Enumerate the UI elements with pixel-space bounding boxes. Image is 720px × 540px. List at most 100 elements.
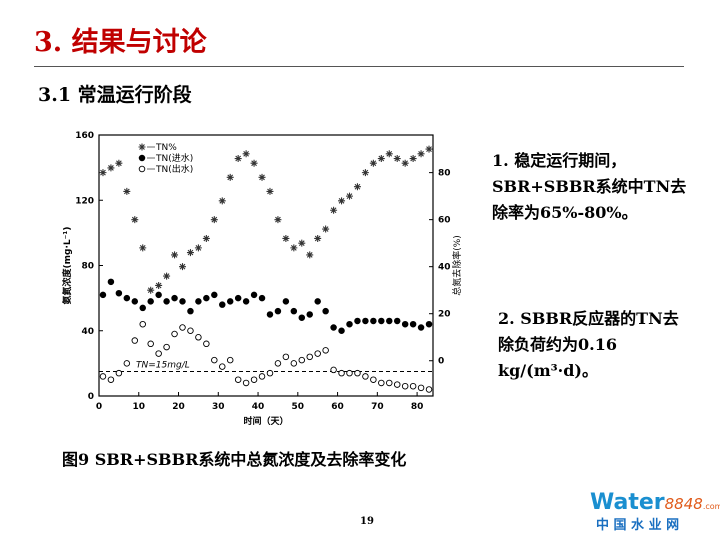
star-marker: [147, 286, 155, 294]
circle-marker: [298, 356, 306, 364]
y2-axis-label: 总氮去除率(%): [451, 235, 463, 296]
circle-marker: [139, 320, 146, 328]
star-marker: [179, 263, 186, 271]
circle-marker: [99, 291, 107, 299]
circle-marker: [195, 334, 202, 341]
circle-marker: [179, 298, 186, 305]
star-marker: [234, 155, 242, 163]
circle-marker: [401, 320, 409, 328]
circle-marker: [409, 382, 417, 390]
circle-marker: [250, 376, 258, 383]
circle-marker: [123, 294, 131, 302]
circle-marker: [123, 360, 131, 367]
legend-label: TN(出水): [155, 163, 193, 175]
logo-domain: .com: [702, 502, 720, 511]
circle-marker: [338, 369, 345, 377]
star-marker: [226, 173, 234, 181]
star-marker: [361, 169, 369, 177]
star-marker: [322, 225, 330, 233]
x-tick-label: 80: [411, 402, 424, 412]
circle-marker: [362, 373, 369, 380]
note: 2. SBBR反应器的TN去除负荷约为0.16 kg/(m³·d)。: [498, 309, 679, 380]
circle-marker: [115, 289, 123, 297]
circle-marker: [338, 327, 345, 334]
circle-marker: [203, 340, 210, 348]
circle-marker: [211, 356, 218, 364]
circle-marker: [155, 291, 162, 299]
x-tick-label: 50: [292, 402, 305, 412]
star-marker: [346, 192, 353, 200]
circle-marker: [417, 324, 425, 331]
annotation: TN=15mg/L: [136, 361, 190, 371]
star-marker: [99, 169, 107, 177]
x-tick-label: 70: [371, 402, 384, 412]
circle-marker: [219, 363, 226, 370]
star-marker: [250, 159, 258, 167]
star-marker: [202, 234, 210, 242]
circle-marker: [417, 384, 425, 392]
circle-marker: [242, 298, 250, 305]
circle-marker: [171, 330, 178, 338]
star-marker: [131, 216, 139, 224]
circle-marker: [139, 304, 146, 312]
star-marker: [242, 150, 250, 158]
circle-marker: [346, 369, 353, 377]
circle-marker: [147, 340, 154, 348]
y2-tick-label: 0: [438, 357, 444, 367]
star-marker: [163, 272, 171, 280]
circle-marker: [330, 324, 337, 331]
star-marker: [290, 244, 298, 252]
circle-marker: [330, 366, 337, 374]
star-marker: [353, 183, 361, 191]
circle-marker: [346, 320, 353, 328]
circle-marker: [163, 298, 170, 305]
y2-tick-label: 20: [438, 310, 451, 320]
circle-marker: [163, 343, 170, 351]
circle-marker: [187, 307, 194, 315]
legend-label: TN%: [155, 143, 177, 153]
star-marker: [393, 155, 401, 163]
circle-marker: [258, 294, 266, 302]
circle-marker: [274, 360, 282, 367]
star-marker: [298, 239, 306, 247]
circle-marker: [266, 369, 274, 377]
circle-marker: [274, 307, 282, 315]
circle-marker: [195, 298, 202, 305]
y-tick-label: 0: [88, 392, 94, 402]
circle-marker: [393, 317, 401, 325]
star-marker: [218, 197, 226, 205]
circle-marker: [147, 298, 154, 305]
circle-marker: [266, 311, 274, 318]
circle-marker: [314, 350, 321, 357]
circle-marker: [250, 291, 258, 299]
circle-marker: [131, 298, 139, 305]
star-marker: [314, 234, 322, 242]
circle-marker: [378, 317, 385, 325]
circle-marker: [258, 373, 266, 380]
circle-marker: [393, 381, 401, 388]
star-marker: [282, 234, 290, 242]
circle-marker: [298, 314, 306, 321]
star-marker: [115, 159, 123, 167]
star-marker: [138, 143, 146, 151]
circle-marker: [425, 320, 433, 328]
circle-marker: [322, 347, 329, 354]
note: 1. 稳定运行期间，SBR+SBBR系统中TN去除率为65%-80%。: [492, 151, 687, 222]
circle-marker: [171, 294, 178, 302]
star-marker: [171, 251, 179, 259]
y2-tick-label: 80: [438, 169, 451, 179]
circle-marker: [314, 298, 321, 305]
star-marker: [139, 244, 147, 252]
circle-marker: [155, 350, 162, 357]
star-marker: [338, 197, 346, 205]
circle-marker: [187, 327, 194, 334]
circle-marker: [370, 317, 377, 325]
star-marker: [194, 244, 202, 252]
y-tick-label: 40: [81, 327, 94, 337]
star-marker: [266, 187, 274, 195]
y-tick-label: 120: [75, 196, 94, 206]
logo: Water8848.com: [590, 490, 720, 515]
star-marker: [274, 216, 282, 224]
circle-marker: [242, 379, 250, 387]
rule: [34, 66, 684, 67]
